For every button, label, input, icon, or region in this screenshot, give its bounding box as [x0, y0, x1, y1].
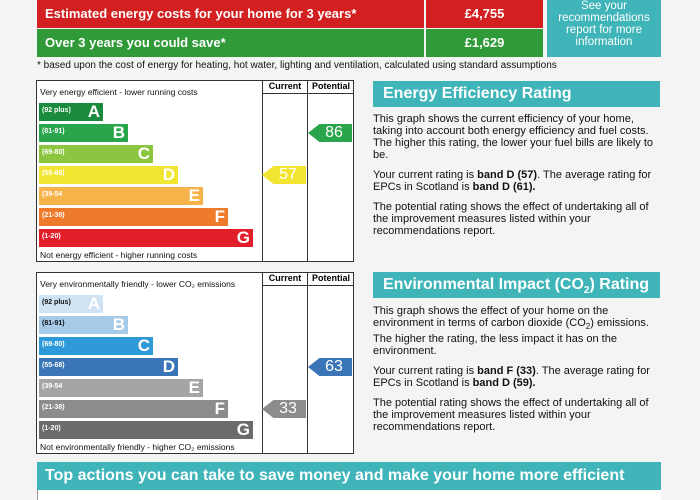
- estimated-costs-row: Estimated energy costs for your home for…: [37, 0, 543, 28]
- savings-label: Over 3 years you could save*: [37, 29, 424, 57]
- see-box-line: report for more: [565, 24, 643, 36]
- see-recommendations-box[interactable]: See your recommendations report for more…: [547, 0, 661, 57]
- band-f: (21-38) F: [39, 399, 228, 418]
- band-letter: D: [162, 357, 175, 376]
- band-c: (69-80) C: [39, 144, 153, 163]
- band-range: (55-68): [42, 362, 65, 369]
- band-c: (69-80) C: [39, 336, 153, 355]
- band-letter: F: [214, 399, 225, 418]
- eer-paragraph-2: Your current rating is band D (57). The …: [373, 169, 652, 193]
- band-d: (55-68) D: [39, 165, 178, 184]
- band-range: (81-91): [42, 320, 65, 327]
- band-d: (55-68) D: [39, 357, 178, 376]
- savings-value: £1,629: [426, 29, 543, 57]
- chart-bottom-text: Not energy efficient - higher running co…: [40, 250, 198, 260]
- energy-efficiency-text: This graph shows the current efficiency …: [373, 113, 661, 245]
- eer-paragraph-1: This graph shows the current efficiency …: [373, 113, 654, 161]
- band-letter: C: [137, 144, 150, 163]
- environmental-impact-text: This graph shows the effect of your home…: [373, 305, 661, 441]
- band-g: (1-20) G: [39, 420, 253, 439]
- eir-paragraph-1: This graph shows the effect of your home…: [373, 305, 649, 358]
- band-letter: E: [188, 378, 200, 397]
- potential-rating-arrow: 86: [308, 124, 352, 142]
- band-range: (39-54: [42, 191, 63, 198]
- current-rating-arrow: 33: [262, 400, 306, 418]
- band-range: (21-38): [42, 404, 65, 411]
- band-range: (81-91): [42, 128, 65, 135]
- chart-top-text: Very environmentally friendly - lower CO…: [40, 279, 236, 289]
- see-box-line: See your: [580, 0, 628, 12]
- band-b: (81-91) B: [39, 123, 128, 142]
- estimated-costs-label: Estimated energy costs for your home for…: [37, 0, 424, 28]
- energy-efficiency-title: Energy Efficiency Rating: [373, 81, 660, 107]
- band-range: (55-68): [42, 170, 65, 177]
- environmental-impact-chart: Current Potential Very environmentally f…: [36, 272, 354, 454]
- cost-footnote: * based upon the cost of energy for heat…: [37, 60, 557, 71]
- potential-rating-arrow: 63: [308, 358, 352, 376]
- current-rating-arrow: 57: [262, 166, 306, 184]
- band-letter: G: [236, 420, 250, 439]
- band-a: (92 plus) A: [39, 102, 103, 121]
- environmental-impact-title: Environmental Impact (CO2) Rating: [373, 272, 660, 298]
- current-header: Current: [268, 273, 302, 283]
- band-range: (39-54: [42, 383, 63, 390]
- eir-paragraph-3: The potential rating shows the effect of…: [373, 397, 649, 434]
- band-f: (21-38) F: [39, 207, 228, 226]
- band-range: (69-80): [42, 149, 65, 156]
- potential-header: Potential: [311, 81, 350, 91]
- energy-efficiency-chart: Current Potential Very energy efficient …: [36, 80, 354, 262]
- chart-top-text: Very energy efficient - lower running co…: [40, 87, 198, 97]
- band-a: (92 plus) A: [39, 294, 103, 313]
- band-e: (39-54 E: [39, 378, 203, 397]
- estimated-costs-value: £4,755: [426, 0, 543, 28]
- savings-row: Over 3 years you could save* £1,629: [37, 29, 543, 57]
- band-e: (39-54 E: [39, 186, 203, 205]
- current-header: Current: [268, 81, 302, 91]
- chart-bottom-text: Not environmentally friendly - higher CO…: [40, 442, 235, 452]
- band-letter: B: [112, 123, 125, 142]
- band-range: (1-20): [42, 233, 61, 240]
- band-range: (1-20): [42, 425, 61, 432]
- band-letter: G: [236, 228, 250, 247]
- band-letter: E: [188, 186, 200, 205]
- see-box-line: recommendations: [558, 12, 650, 24]
- top-actions-table-edge: [37, 490, 661, 500]
- band-b: (81-91) B: [39, 315, 128, 334]
- band-letter: C: [137, 336, 150, 355]
- band-letter: F: [214, 207, 225, 226]
- eer-paragraph-3: The potential rating shows the effect of…: [373, 201, 649, 237]
- band-letter: B: [112, 315, 125, 334]
- top-actions-header: Top actions you can take to save money a…: [37, 462, 661, 490]
- see-box-line: information: [575, 36, 633, 48]
- band-range: (21-38): [42, 212, 65, 219]
- band-letter: D: [162, 165, 175, 184]
- band-range: (92 plus): [42, 107, 71, 114]
- band-letter: A: [87, 102, 100, 121]
- potential-header: Potential: [311, 273, 350, 283]
- band-range: (92 plus): [42, 299, 71, 306]
- band-range: (69-80): [42, 341, 65, 348]
- band-letter: A: [87, 294, 100, 313]
- eir-paragraph-2: Your current rating is band F (33). The …: [373, 365, 650, 390]
- band-g: (1-20) G: [39, 228, 253, 247]
